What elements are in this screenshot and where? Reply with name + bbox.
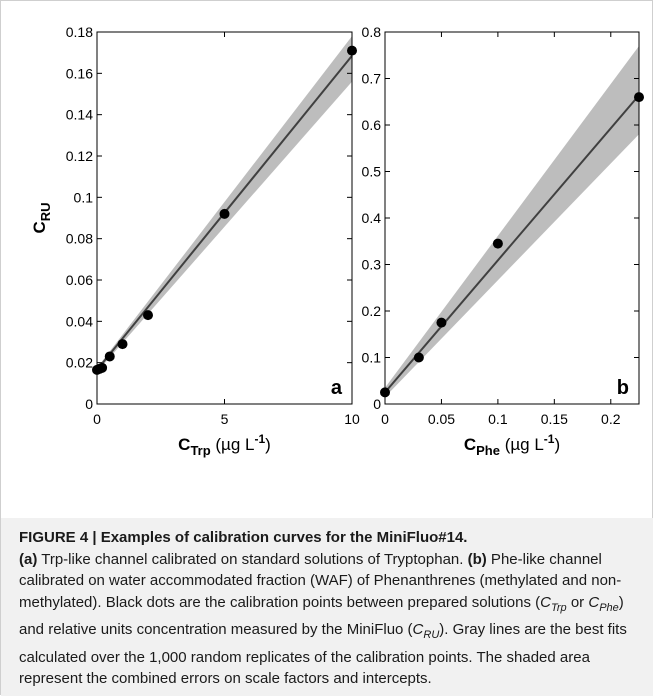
- caption-b-text: Phe-like channel calibrated on water acc…: [19, 550, 622, 611]
- y-tick-label: 0.4: [362, 210, 382, 226]
- caption-title: FIGURE 4 | Examples of calibration curve…: [19, 529, 468, 546]
- y-tick-label: 0.02: [66, 355, 93, 371]
- caption-a-marker: (a): [19, 550, 38, 568]
- y-tick-label: 0.16: [66, 65, 93, 81]
- y-tick-label: 0.7: [362, 71, 382, 87]
- y-tick-label: 0: [373, 396, 381, 412]
- caption-c-ru: CRU: [412, 621, 440, 641]
- caption-mid-text: ) and relative units concentration measu…: [19, 593, 624, 639]
- x-tick-label: 0.15: [541, 411, 568, 427]
- panel-b: 0 0.1 0.2 0.3 0.4 0.5 0.6 0.7 0.8 0 0.05 0.1 0.15 0.2…: [362, 24, 644, 458]
- data-point: [380, 387, 390, 398]
- caption-a-text: Trp-like channel calibrated on standard …: [37, 550, 468, 568]
- caption-or-text: or: [566, 593, 589, 611]
- y-tick-label: 0.2: [362, 303, 382, 319]
- y-tick-label: 0.6: [362, 117, 382, 133]
- panel-letter: b: [617, 377, 629, 399]
- y-tick-label: 0.1: [74, 189, 94, 205]
- fit-line: [384, 94, 640, 394]
- y-tick-label: 0.14: [66, 107, 93, 123]
- y-tick-label: 0.1: [362, 350, 382, 366]
- confidence-band: [385, 45, 639, 398]
- y-tick-label: 0: [85, 396, 93, 412]
- y-tick-label: 0.8: [362, 24, 382, 40]
- x-axis-label: CTrp (µg L-1): [178, 432, 271, 458]
- x-tick-label: 0.1: [488, 411, 508, 427]
- y-tick-label: 0.18: [66, 24, 93, 40]
- data-point: [219, 208, 230, 219]
- figure-plots: 0 0.02 0.04 0.06 0.08 0.1 0.12 0.14 0.16 0.18 0 5 10…: [30, 24, 644, 458]
- y-tick-label: 0.06: [66, 272, 93, 288]
- figure-caption: FIGURE 4 | Examples of calibration curve…: [1, 518, 653, 696]
- y-tick-label: 0.08: [66, 231, 93, 247]
- data-point: [436, 317, 447, 328]
- y-axis-label: CRU: [30, 202, 53, 233]
- data-point: [104, 351, 115, 362]
- panel-a: 0 0.02 0.04 0.06 0.08 0.1 0.12 0.14 0.16 0.18 0 5 10…: [30, 24, 360, 458]
- x-tick-label: 0.2: [601, 411, 621, 427]
- caption-c-trp: CTrp: [540, 593, 567, 614]
- panel-letter: a: [331, 377, 343, 399]
- caption-c-phe: CPhe: [588, 593, 619, 614]
- y-tick-label: 0.12: [66, 148, 93, 164]
- x-axis-label: CPhe (µg L-1): [464, 432, 560, 458]
- data-point: [634, 92, 644, 103]
- data-point: [413, 352, 424, 363]
- x-tick-label: 0.05: [428, 411, 455, 427]
- x-tick-label: 10: [344, 411, 360, 427]
- x-tick-label: 5: [221, 411, 229, 427]
- x-tick-label: 0: [93, 411, 101, 427]
- data-point: [117, 339, 128, 350]
- data-point: [143, 310, 153, 321]
- y-tick-label: 0.5: [362, 164, 382, 180]
- x-tick-label: 0: [381, 411, 389, 427]
- caption-end-text: ). Gray lines are the best fits calculat…: [19, 621, 627, 687]
- y-tick-label: 0.3: [362, 257, 382, 273]
- data-point: [347, 45, 357, 56]
- data-point: [97, 362, 108, 373]
- data-point: [492, 238, 503, 249]
- caption-b-marker: (b): [467, 550, 487, 568]
- confidence-band: [97, 36, 352, 372]
- y-tick-label: 0.04: [66, 313, 93, 329]
